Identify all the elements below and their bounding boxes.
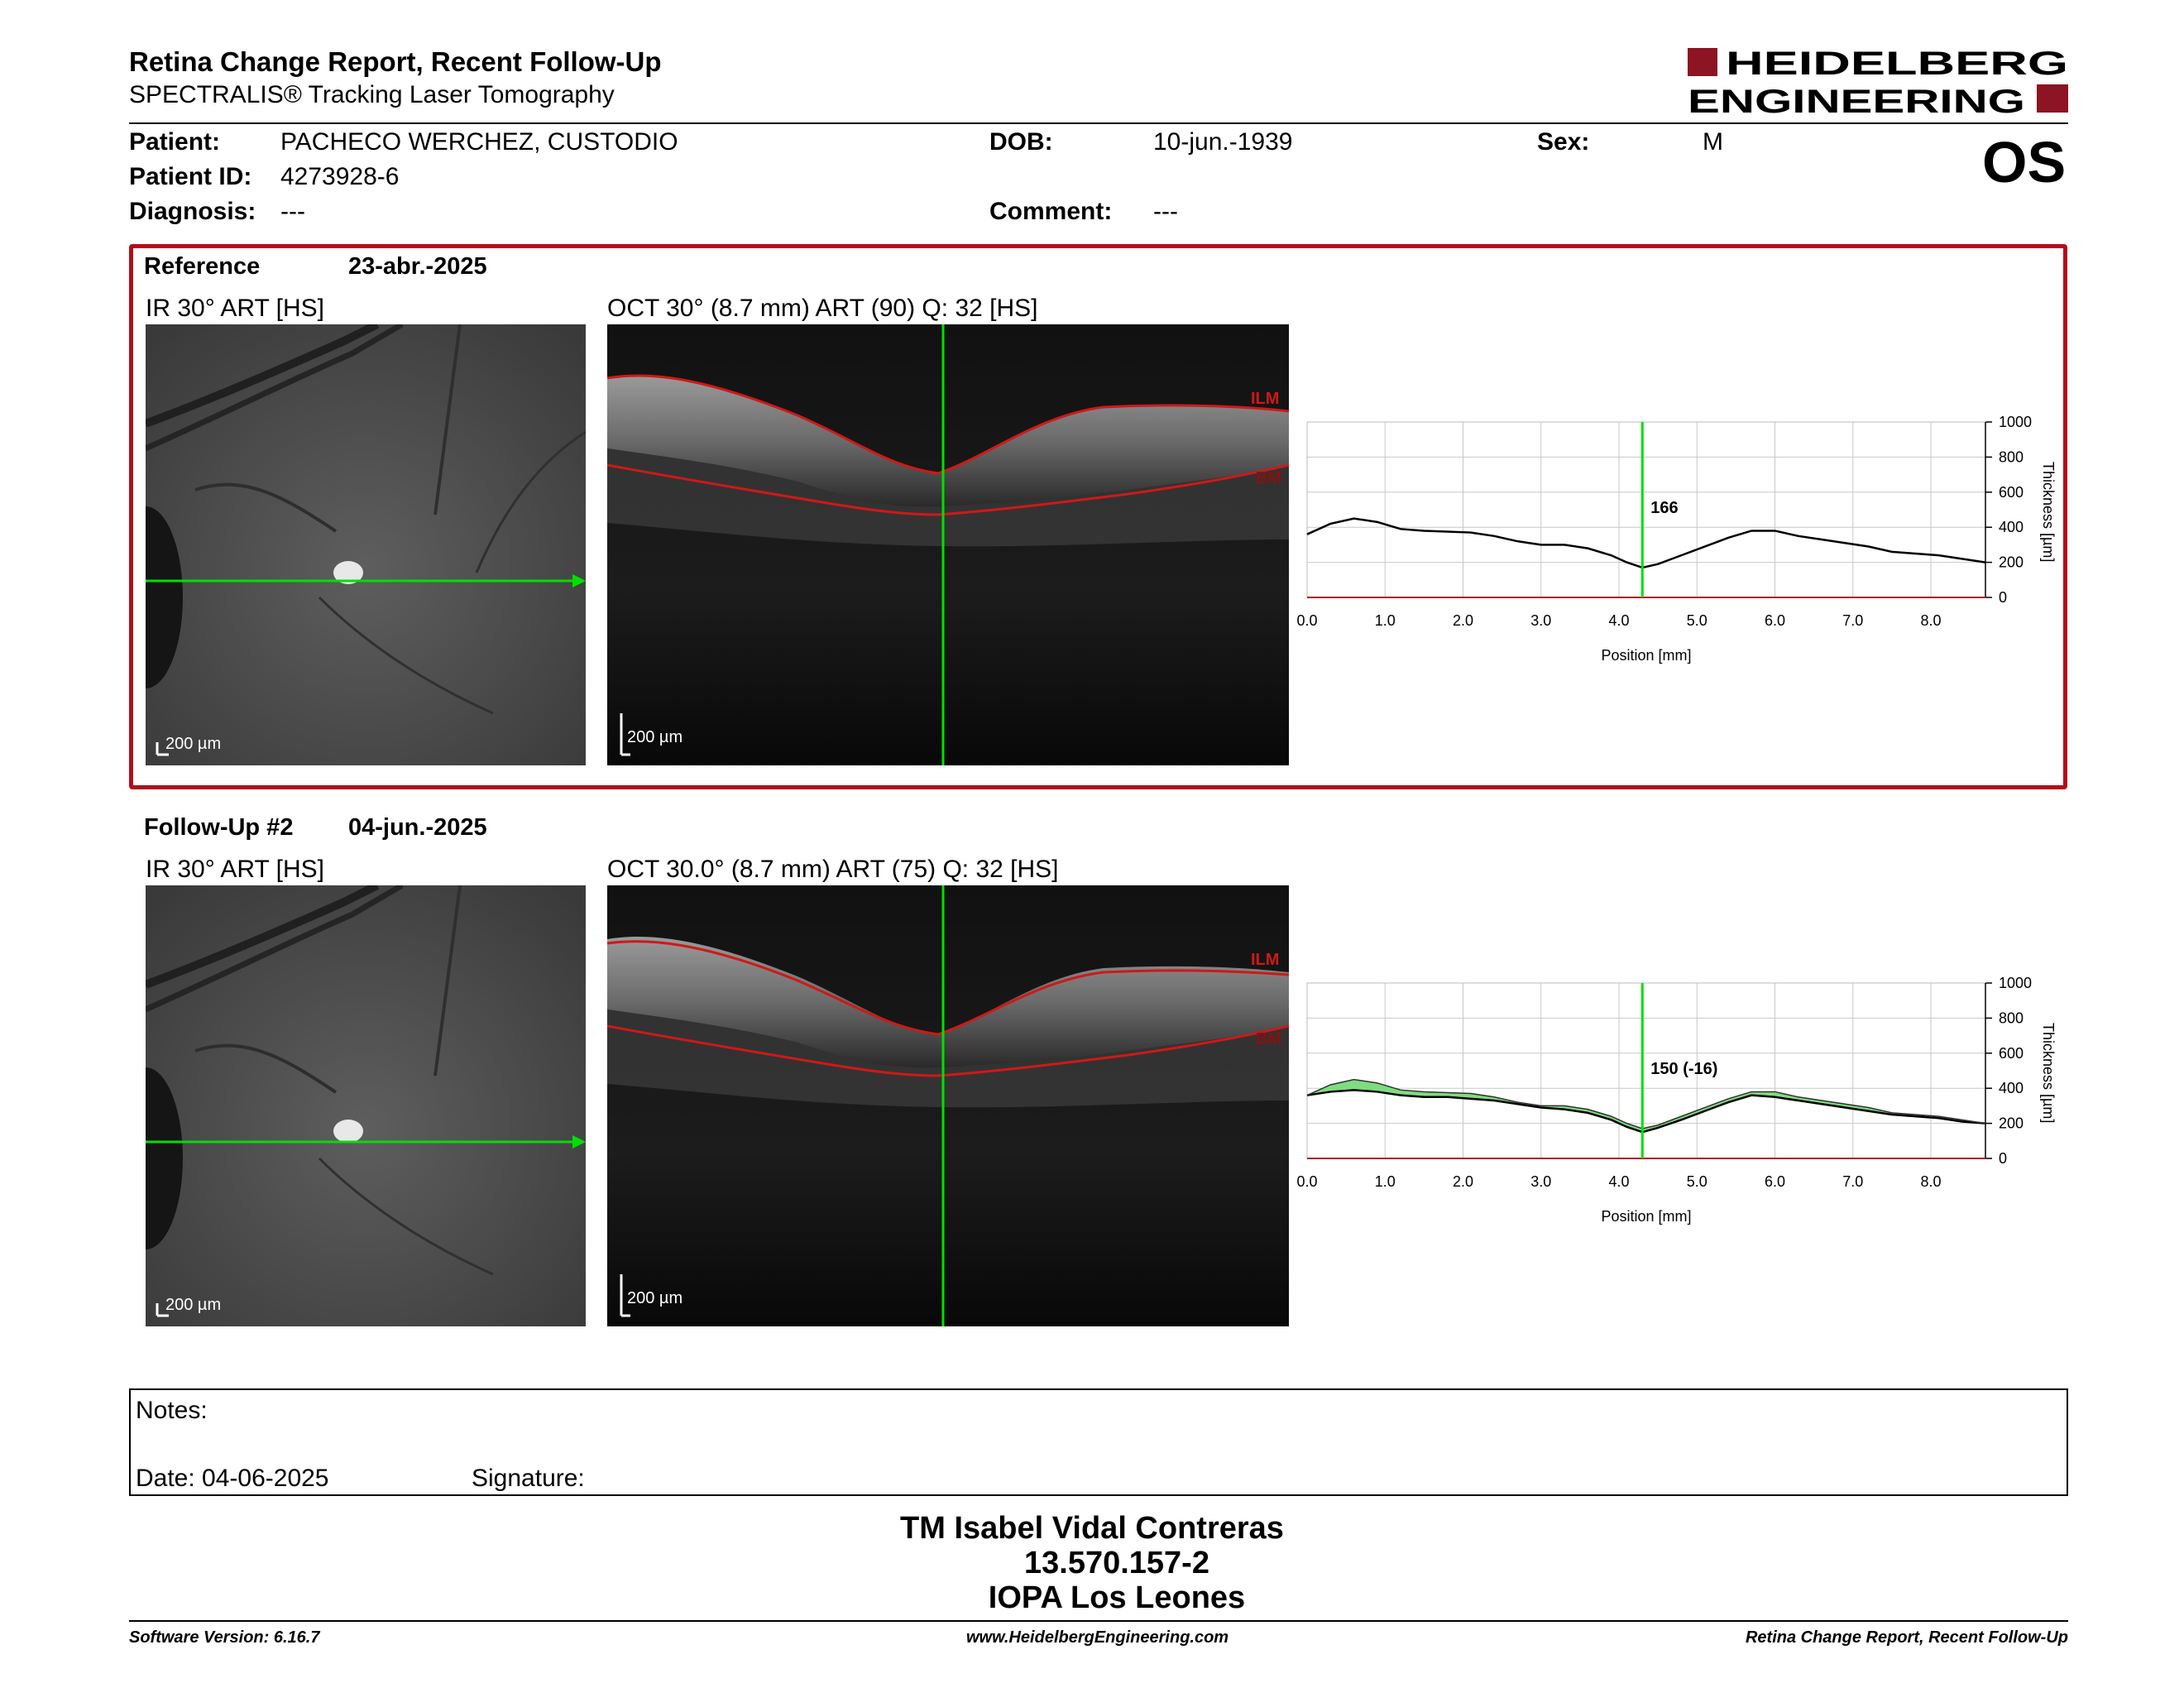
x-tick-label: 3.0 (1530, 1173, 1551, 1190)
comment-value: --- (1153, 198, 1178, 225)
signer-place: IOPA Los Leones (988, 1580, 1246, 1615)
x-tick-label: 7.0 (1842, 1173, 1863, 1190)
x-tick-label: 0.0 (1296, 612, 1317, 629)
thickness-line (1306, 1078, 1986, 1129)
reference-ir-title: IR 30° ART [HS] (146, 295, 324, 322)
patient-id: 4273928-6 (280, 163, 400, 190)
y-tick-label: 800 (1999, 1009, 2024, 1026)
x-tick-label: 1.0 (1375, 1173, 1396, 1190)
x-tick-label: 8.0 (1921, 612, 1942, 629)
followup-oct-scale: 200 µm (627, 1289, 682, 1307)
marker-value-label: 166 (1650, 499, 1678, 517)
x-tick-label: 1.0 (1375, 612, 1396, 629)
reference-bm-label: BM (1256, 469, 1281, 487)
reference-label: Reference (144, 253, 261, 280)
reference-frame (129, 244, 2067, 789)
reference-ir-image[interactable]: 200 µm (146, 324, 586, 765)
dob-label: DOB: (989, 128, 1053, 156)
followup-thickness-chart: 0.0 1.0 2.0 3.0 4.0 5.0 6.0 7.0 8.0 0 200 400 600 800… (1296, 975, 2057, 1225)
patient-name: PACHECO WERCHEZ, CUSTODIO (280, 128, 678, 156)
footer-report-name: Retina Change Report, Recent Follow-Up (1745, 1628, 2068, 1647)
signature-label: Signature: (472, 1465, 585, 1492)
x-tick-label: 6.0 (1765, 1173, 1785, 1190)
y-tick-label: 0 (1999, 1150, 2007, 1167)
x-tick-label: 2.0 (1453, 1173, 1473, 1190)
y-tick-label: 800 (1999, 448, 2024, 465)
y-tick-label: 600 (1999, 1045, 2024, 1062)
x-tick-label: 8.0 (1921, 1173, 1942, 1190)
y-tick-label: 1000 (1999, 414, 2032, 430)
brand-line2: ENGINEERING (1688, 84, 2025, 116)
notes-label: Notes: (136, 1397, 208, 1424)
x-tick-label: 5.0 (1687, 612, 1707, 629)
y-tick-label: 200 (1999, 554, 2024, 571)
y-tick-label: 200 (1999, 1115, 2024, 1132)
signer-id: 13.570.157-2 (1024, 1546, 1209, 1580)
x-axis-label: Position [mm] (1601, 647, 1691, 664)
footer-website[interactable]: www.HeidelbergEngineering.com (966, 1628, 1229, 1647)
y-tick-label: 400 (1999, 1080, 2024, 1096)
reference-ilm-label: ILM (1251, 390, 1279, 408)
footer-divider (129, 1620, 2068, 1622)
diagnosis-value: --- (280, 198, 305, 225)
followup-label: Follow-Up #2 (144, 814, 294, 841)
signer-name: TM Isabel Vidal Contreras (900, 1511, 1284, 1546)
heidelberg-logo: HEIDELBERG ENGINEERING (1688, 46, 2068, 116)
y-tick-label: 1000 (1999, 975, 2032, 991)
followup-ir-image[interactable]: 200 µm (146, 885, 586, 1326)
y-axis-label: Thickness [µm] (2040, 1023, 2057, 1123)
reference-ir-scale: 200 µm (165, 735, 221, 753)
x-tick-label: 3.0 (1530, 612, 1551, 629)
header-divider (129, 122, 2068, 124)
reference-date: 23-abr.-2025 (348, 253, 487, 280)
thickness-line (1306, 517, 1986, 569)
patient-id-label: Patient ID: (129, 163, 252, 190)
plot-frame (1306, 421, 1986, 598)
diagnosis-label: Diagnosis: (129, 198, 256, 225)
followup-bm-label: BM (1256, 1030, 1281, 1048)
followup-ir-title: IR 30° ART [HS] (146, 856, 324, 883)
reference-oct-image[interactable]: ILM BM 200 µm (607, 324, 1289, 765)
x-tick-label: 6.0 (1765, 612, 1785, 629)
sex-label: Sex: (1537, 128, 1590, 156)
notes-box[interactable] (129, 1388, 2068, 1496)
footer-software-version: Software Version: 6.16.7 (129, 1628, 320, 1647)
followup-date: 04-jun.-2025 (348, 814, 487, 841)
eye-indicator: OS (1982, 130, 2067, 194)
notes-date: Date: 04-06-2025 (136, 1465, 329, 1492)
y-axis-label: Thickness [µm] (2040, 462, 2057, 562)
sex-value: M (1703, 128, 1723, 156)
comment-label: Comment: (989, 198, 1113, 225)
reference-oct-scale: 200 µm (627, 728, 682, 746)
x-tick-label: 4.0 (1608, 1173, 1629, 1190)
brand-line1: HEIDELBERG (1726, 46, 2068, 82)
dob-value: 10-jun.-1939 (1153, 128, 1293, 156)
followup-oct-title: OCT 30.0° (8.7 mm) ART (75) Q: 32 [HS] (607, 856, 1059, 883)
report-title: Retina Change Report, Recent Follow-Up (129, 46, 662, 77)
plot-frame (1306, 982, 1986, 1159)
x-tick-label: 0.0 (1296, 1173, 1317, 1190)
thickness-change-area (1306, 1079, 1986, 1133)
x-tick-label: 4.0 (1608, 612, 1629, 629)
marker-value-label: 150 (-16) (1650, 1060, 1717, 1078)
y-tick-label: 0 (1999, 589, 2007, 606)
x-tick-label: 7.0 (1842, 612, 1863, 629)
x-tick-label: 5.0 (1687, 1173, 1707, 1190)
followup-ilm-label: ILM (1251, 951, 1279, 969)
reference-oct-title: OCT 30° (8.7 mm) ART (90) Q: 32 [HS] (607, 295, 1038, 322)
patient-label: Patient: (129, 128, 221, 156)
x-axis-label: Position [mm] (1601, 1208, 1691, 1225)
y-tick-label: 600 (1999, 484, 2024, 501)
report-subtitle: SPECTRALIS® Tracking Laser Tomography (129, 81, 615, 108)
followup-oct-image[interactable]: ILM BM 200 µm (607, 885, 1289, 1326)
x-tick-label: 2.0 (1453, 612, 1473, 629)
followup-ir-scale: 200 µm (165, 1296, 221, 1314)
reference-thickness-chart: 0.0 1.0 2.0 3.0 4.0 5.0 6.0 7.0 8.0 0 200 400 600 800… (1296, 414, 2057, 664)
y-tick-label: 400 (1999, 519, 2024, 535)
